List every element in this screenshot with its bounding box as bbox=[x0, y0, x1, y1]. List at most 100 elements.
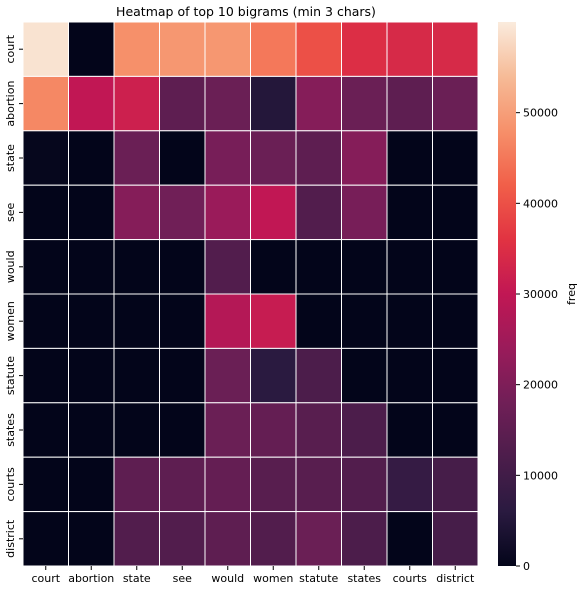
heatmap-cell bbox=[159, 184, 206, 241]
heatmap-cell bbox=[295, 184, 342, 241]
heatmap-cell bbox=[68, 184, 115, 241]
heatmap-cell bbox=[250, 239, 297, 295]
y-axis-ticks: court abortion state see would women statute st… bbox=[4, 34, 23, 558]
y-tick-label: abortion bbox=[4, 81, 17, 127]
chart-title: Heatmap of top 10 bigrams (min 3 chars) bbox=[116, 4, 376, 19]
heatmap-cell bbox=[113, 456, 160, 513]
heatmap-cell bbox=[113, 347, 160, 404]
heatmap-cell bbox=[22, 184, 69, 241]
colorbar-tick-label: 0 bbox=[523, 560, 530, 573]
heatmap-cell bbox=[159, 347, 206, 404]
x-tick-label: states bbox=[347, 572, 381, 585]
heatmap-cell bbox=[341, 184, 388, 241]
heatmap-cell bbox=[204, 130, 251, 186]
x-tick-label: district bbox=[436, 572, 475, 585]
heatmap-cell bbox=[68, 293, 115, 349]
heatmap-cell bbox=[159, 456, 206, 513]
colorbar-tick-label: 50000 bbox=[523, 107, 558, 120]
colorbar-ticks: 0 10000 20000 30000 40000 50000 bbox=[516, 107, 558, 573]
heatmap-cell bbox=[68, 75, 115, 132]
heatmap-cell bbox=[386, 130, 433, 186]
colorbar-tick-label: 30000 bbox=[523, 288, 558, 301]
heatmap-cell bbox=[386, 293, 433, 349]
x-axis-ticks: court abortion state see would women statute st… bbox=[31, 566, 475, 585]
heatmap-cell bbox=[341, 239, 388, 295]
heatmap-cell bbox=[432, 21, 479, 77]
y-tick-label: states bbox=[4, 413, 17, 447]
heatmap-cell bbox=[22, 21, 69, 77]
heatmap-cell bbox=[22, 402, 69, 458]
heatmap-cell bbox=[22, 75, 69, 132]
heatmap-cell bbox=[22, 293, 69, 349]
y-tick-label: women bbox=[4, 301, 17, 341]
heatmap-cell bbox=[113, 402, 160, 458]
colorbar: 0 10000 20000 30000 40000 50000 freq bbox=[498, 22, 578, 573]
heatmap-cell bbox=[113, 184, 160, 241]
heatmap-cell bbox=[22, 239, 69, 295]
heatmap-cell bbox=[432, 456, 479, 513]
heatmap-cell bbox=[204, 21, 251, 77]
heatmap-cell bbox=[204, 347, 251, 404]
heatmap-cell bbox=[204, 402, 251, 458]
heatmap-cell bbox=[159, 239, 206, 295]
heatmap-cell bbox=[250, 184, 297, 241]
heatmap-cell bbox=[341, 456, 388, 513]
colorbar-tick-label: 20000 bbox=[523, 379, 558, 392]
y-tick-label: statute bbox=[4, 356, 17, 395]
heatmap-cell bbox=[159, 402, 206, 458]
heatmap-cell bbox=[22, 347, 69, 404]
heatmap-cell bbox=[295, 239, 342, 295]
y-tick-label: state bbox=[4, 144, 17, 172]
heatmap-cell bbox=[341, 21, 388, 77]
heatmap-cell bbox=[113, 511, 160, 567]
heatmap-cell bbox=[386, 456, 433, 513]
heatmap-cell bbox=[295, 130, 342, 186]
heatmap-cell bbox=[159, 130, 206, 186]
heatmap-cell bbox=[113, 21, 160, 77]
heatmap-cell bbox=[22, 130, 69, 186]
heatmap-cell bbox=[341, 75, 388, 132]
heatmap-cell bbox=[250, 21, 297, 77]
heatmap-cell bbox=[159, 511, 206, 567]
heatmap-cell bbox=[295, 511, 342, 567]
heatmap-cell bbox=[295, 347, 342, 404]
heatmap-cell bbox=[250, 511, 297, 567]
heatmap-cell bbox=[250, 402, 297, 458]
heatmap-cell bbox=[159, 293, 206, 349]
heatmap-cell bbox=[159, 21, 206, 77]
x-tick-label: see bbox=[173, 572, 192, 585]
heatmap-cell bbox=[295, 456, 342, 513]
heatmap-cell bbox=[204, 239, 251, 295]
heatmap-cell bbox=[204, 456, 251, 513]
heatmap-cell bbox=[432, 402, 479, 458]
y-tick-label: court bbox=[4, 34, 17, 63]
heatmap-cell bbox=[432, 239, 479, 295]
heatmap-cell bbox=[204, 75, 251, 132]
y-tick-label: see bbox=[4, 203, 17, 222]
heatmap-cell bbox=[386, 75, 433, 132]
x-tick-label: abortion bbox=[68, 572, 114, 585]
heatmap-cell bbox=[432, 184, 479, 241]
heatmap-cell bbox=[386, 21, 433, 77]
heatmap-cell bbox=[432, 511, 479, 567]
heatmap-cell bbox=[432, 75, 479, 132]
heatmap-cells bbox=[22, 21, 479, 567]
heatmap-cell bbox=[204, 511, 251, 567]
heatmap-cell bbox=[432, 130, 479, 186]
x-tick-label: women bbox=[253, 572, 293, 585]
heatmap-cell bbox=[295, 402, 342, 458]
heatmap-cell bbox=[159, 75, 206, 132]
heatmap-cell bbox=[295, 21, 342, 77]
heatmap-cell bbox=[250, 347, 297, 404]
x-tick-label: statute bbox=[299, 572, 338, 585]
colorbar-tick-label: 10000 bbox=[523, 469, 558, 482]
heatmap-cell bbox=[250, 456, 297, 513]
heatmap-cell bbox=[68, 402, 115, 458]
heatmap-cell bbox=[341, 130, 388, 186]
heatmap-cell bbox=[68, 239, 115, 295]
colorbar-label: freq bbox=[565, 283, 578, 305]
heatmap-cell bbox=[432, 293, 479, 349]
heatmap-cell bbox=[250, 293, 297, 349]
heatmap-cell bbox=[22, 511, 69, 567]
